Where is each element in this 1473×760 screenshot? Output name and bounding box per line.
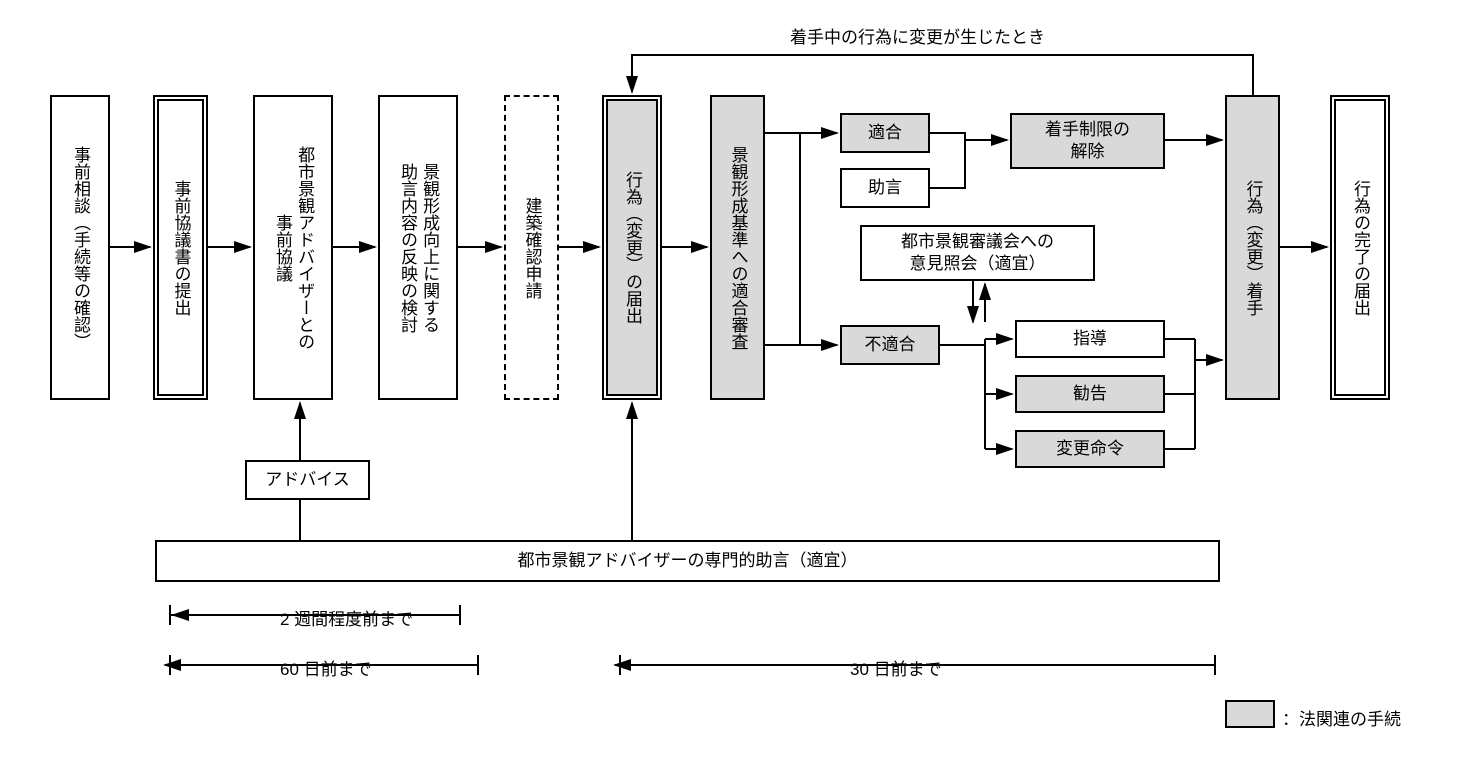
- node-advice-reflect: 景観形成向上に関する助言内容の反映の検討: [378, 95, 458, 400]
- label-30days: 30 日前まで: [850, 655, 942, 680]
- node-label: 助言: [868, 177, 902, 199]
- legend-label: ：法関連の手続: [1282, 705, 1401, 730]
- node-label: 都市景観アドバイザーの専門的助言（適宜）: [518, 550, 858, 572]
- node-label: 事前相談（手続等の確認）: [69, 146, 91, 350]
- label-2weeks: 2 週間程度前まで: [280, 605, 413, 630]
- node-advice-box: アドバイス: [245, 460, 370, 500]
- node-label: 景観形成基準への適合審査: [726, 146, 748, 350]
- node-act-notification: 行為（変更）の届出: [602, 95, 662, 400]
- node-advisor-preagreement: 都市景観アドバイザーとの事前協議: [253, 95, 333, 400]
- node-completion-notice: 行為の完了の届出: [1330, 95, 1390, 400]
- node-label: 建築確認申請: [520, 197, 542, 299]
- node-advisor-bar: 都市景観アドバイザーの専門的助言（適宜）: [155, 540, 1220, 582]
- node-label: 勧告: [1073, 383, 1107, 405]
- node-preagreement-submit: 事前協議書の提出: [153, 95, 208, 400]
- node-conformity-review: 景観形成基準への適合審査: [710, 95, 765, 400]
- node-label: 着手制限の解除: [1045, 119, 1130, 163]
- node-guidance: 指導: [1015, 320, 1165, 358]
- node-label: 適合: [868, 122, 902, 144]
- node-label: 都市景観審議会への意見照会（適宜）: [901, 231, 1054, 275]
- node-change-order: 変更命令: [1015, 430, 1165, 468]
- node-label: 指導: [1073, 328, 1107, 350]
- node-label: 行為（変更）着手: [1241, 180, 1263, 316]
- node-label: アドバイス: [265, 469, 350, 491]
- legend-swatch: [1225, 700, 1275, 728]
- node-council-inquiry: 都市景観審議会への意見照会（適宜）: [860, 225, 1095, 281]
- node-nonconform: 不適合: [840, 325, 940, 365]
- node-advice-small: 助言: [840, 168, 930, 208]
- node-building-confirm: 建築確認申請: [504, 95, 559, 400]
- node-label: 不適合: [865, 334, 916, 356]
- node-label: 行為の完了の届出: [1349, 180, 1371, 316]
- node-label: 行為（変更）の届出: [621, 171, 643, 324]
- node-release-restriction: 着手制限の解除: [1010, 113, 1165, 169]
- label-top: 着手中の行為に変更が生じたとき: [790, 23, 1045, 48]
- node-label: 景観形成向上に関する助言内容の反映の検討: [396, 163, 440, 333]
- node-label: 事前協議書の提出: [169, 180, 191, 316]
- node-conform: 適合: [840, 113, 930, 153]
- node-act-start: 行為（変更）着手: [1225, 95, 1280, 400]
- node-recommendation: 勧告: [1015, 375, 1165, 413]
- node-preconsult: 事前相談（手続等の確認）: [50, 95, 110, 400]
- node-label: 都市景観アドバイザーとの事前協議: [271, 146, 315, 350]
- node-label: 変更命令: [1056, 438, 1124, 460]
- label-60days: 60 日前まで: [280, 655, 372, 680]
